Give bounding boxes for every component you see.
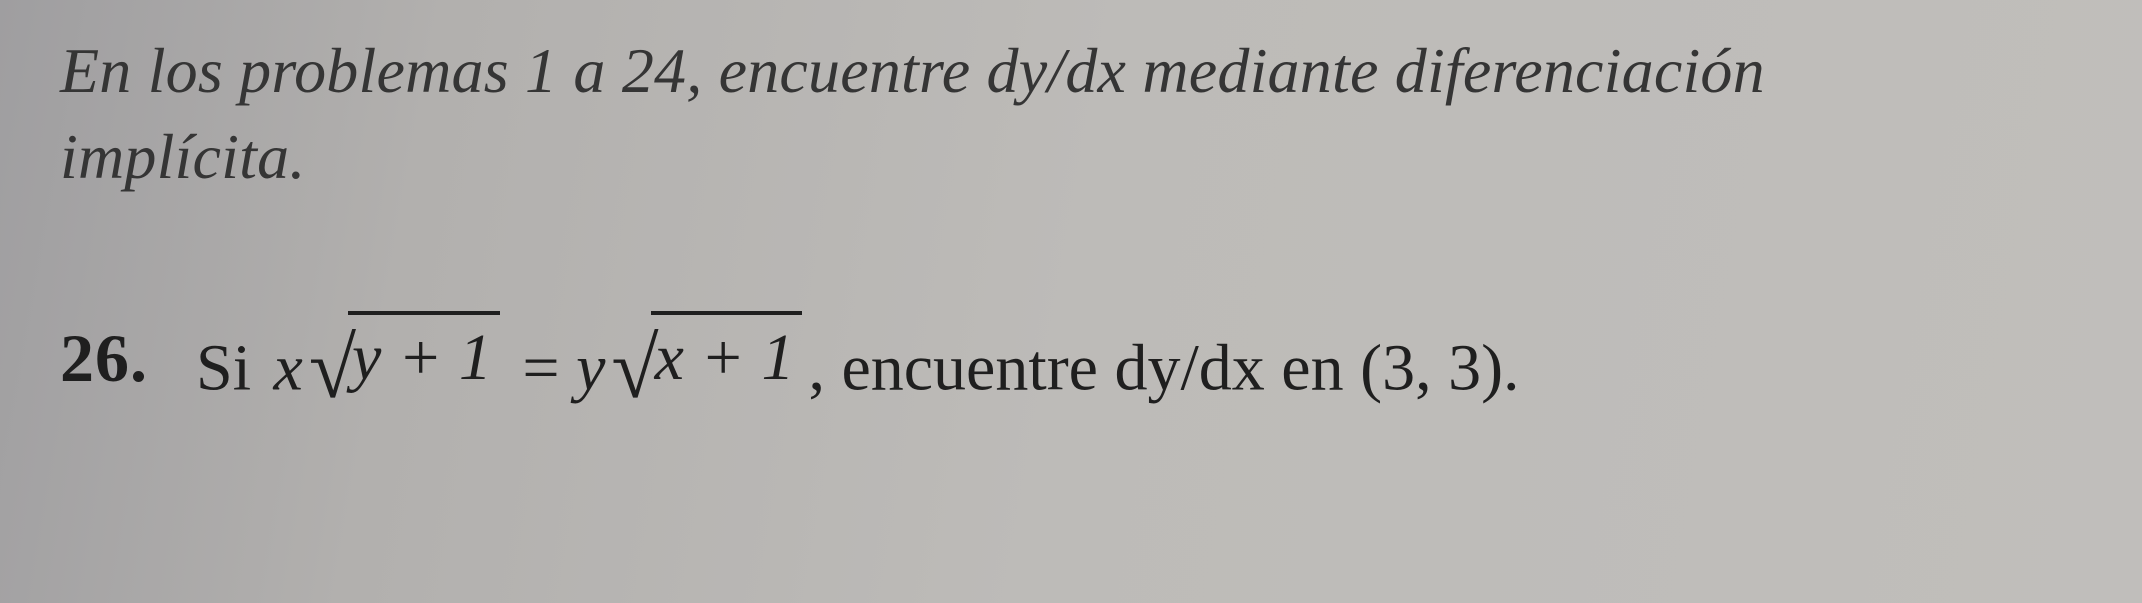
rhs-coeff: y [576,331,605,404]
equals-sign: = [506,331,576,404]
instructions-line-2: implícita. [60,121,306,192]
instructions-line-1: En los problemas 1 a 24, encuentre dy/dx… [60,35,1765,106]
problem-26: 26. Si x√y + 1 = y√x + 1, encuentre dy/d… [60,311,2092,407]
problem-equation: Si x√y + 1 = y√x + 1, encuentre dy/dx en… [196,311,1520,407]
trail-text: , encuentre dy/dx en (3, 3). [808,331,1519,404]
rhs-radicand-text: x + 1 [655,321,795,394]
rhs-radical: √x + 1 [611,311,802,391]
lhs-radicand-text: y + 1 [352,321,492,394]
rhs-radicand: x + 1 [651,311,803,391]
lhs-coeff: x [274,331,303,404]
problem-number: 26. [60,319,148,398]
lhs-radical: √y + 1 [309,311,500,391]
instructions-block: En los problemas 1 a 24, encuentre dy/dx… [60,28,2092,201]
lead-text: Si [196,331,268,404]
lhs-radicand: y + 1 [348,311,500,391]
page-content: En los problemas 1 a 24, encuentre dy/dx… [0,0,2142,406]
radical-sign-icon: √ [611,345,658,392]
radical-sign-icon: √ [309,345,356,392]
